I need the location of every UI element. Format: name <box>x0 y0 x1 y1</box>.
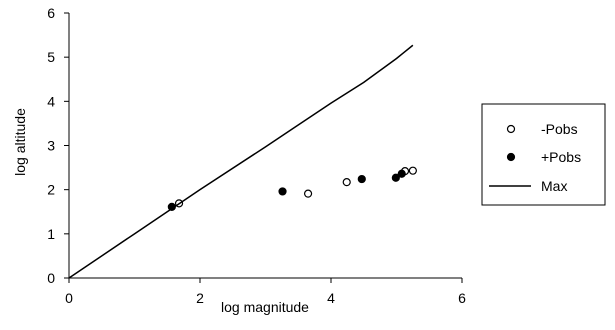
tick-labels: 0 1 2 3 4 5 6 0 2 4 6 <box>47 5 466 306</box>
y-tick-label: 4 <box>47 93 55 109</box>
x-tick-label: 6 <box>458 290 466 306</box>
minus-pobs-point <box>408 166 417 175</box>
y-tick-label: 1 <box>47 226 55 242</box>
axes <box>64 12 463 283</box>
max-line <box>68 44 414 279</box>
series-layer <box>68 44 417 279</box>
plus-pobs-point <box>391 173 400 182</box>
legend-label: -Pobs <box>541 121 578 137</box>
legend-items: -Pobs +Pobs Max <box>489 121 581 194</box>
series-pobs <box>174 166 417 208</box>
y-tick-label: 6 <box>47 5 55 21</box>
series-max <box>68 44 414 279</box>
y-tick-label: 5 <box>47 49 55 65</box>
x-tick-label: 0 <box>65 290 73 306</box>
x-axis-title: log magnitude <box>221 299 309 315</box>
plus-pobs-point <box>357 174 366 184</box>
minus-pobs-point <box>303 189 313 198</box>
plus-pobs-point <box>397 169 406 178</box>
series-pobs <box>167 169 406 211</box>
x-tick-label: 4 <box>327 290 335 306</box>
y-axis-title: log altitude <box>12 108 28 176</box>
legend-label: +Pobs <box>541 149 581 165</box>
legend-item: Max <box>489 178 567 194</box>
plus-pobs-point <box>278 187 287 196</box>
minus-pobs-point <box>342 178 351 187</box>
x-tick-label: 2 <box>196 290 204 306</box>
legend-marker <box>506 124 516 134</box>
y-tick-label: 2 <box>47 182 55 198</box>
y-tick-label: 3 <box>47 138 55 154</box>
legend-item: +Pobs <box>506 149 581 165</box>
y-tick-label: 0 <box>47 270 55 286</box>
legend-marker <box>506 152 516 162</box>
legend-box <box>481 103 606 206</box>
legend: -Pobs +Pobs Max <box>481 103 606 206</box>
legend-item: -Pobs <box>506 121 578 137</box>
legend-label: Max <box>541 178 567 194</box>
